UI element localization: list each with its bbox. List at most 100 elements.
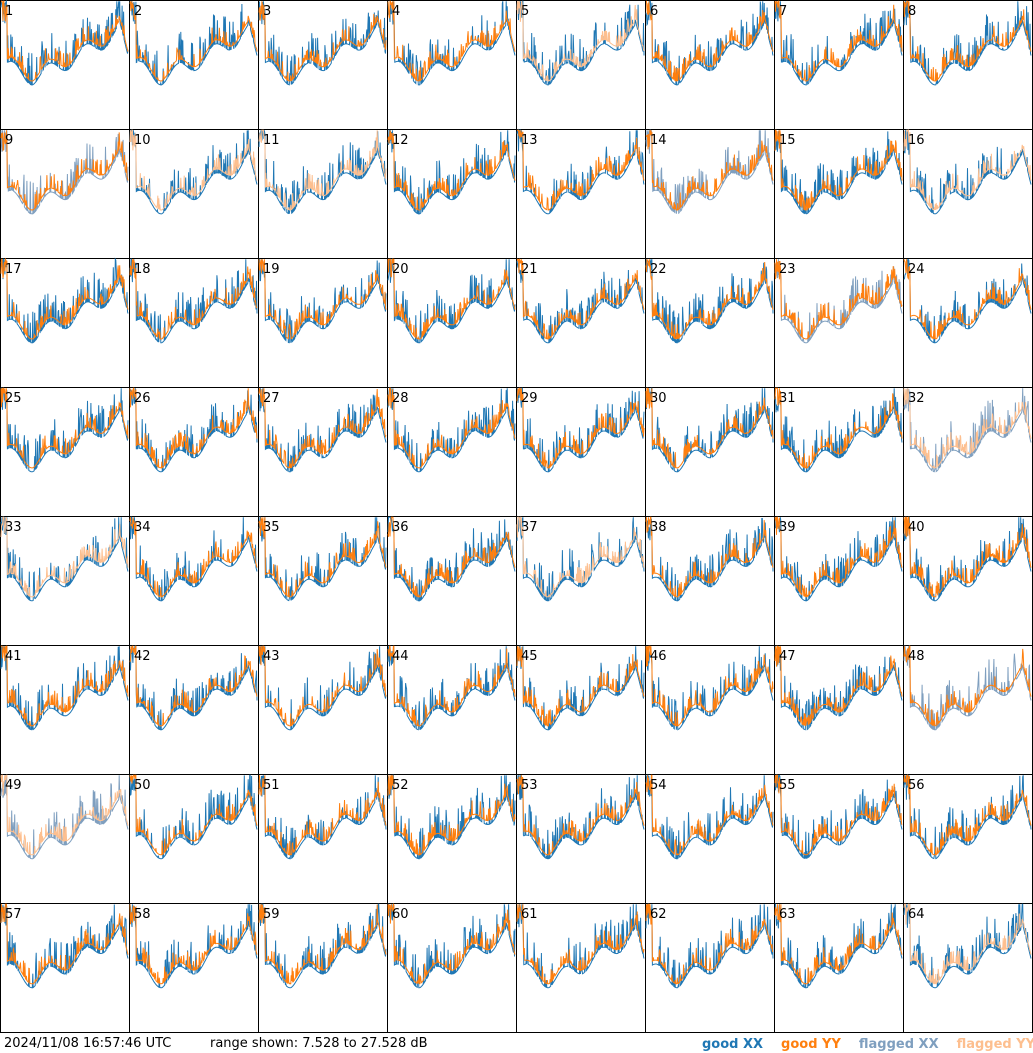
trace <box>0 775 129 860</box>
trace <box>0 516 129 602</box>
panel: 55 <box>774 774 904 904</box>
panel-label: 61 <box>521 907 538 922</box>
trace <box>774 645 903 726</box>
trace <box>387 130 516 211</box>
panel-label: 17 <box>5 262 22 277</box>
trace <box>258 517 387 598</box>
panel-frame <box>387 903 517 1033</box>
panel: 27 <box>258 387 388 517</box>
panel: 38 <box>645 516 775 646</box>
panel-label: 33 <box>5 520 22 535</box>
trace <box>646 0 774 82</box>
trace <box>774 516 903 598</box>
trace <box>903 0 1032 82</box>
panel: 17 <box>0 257 130 388</box>
panel-label: 22 <box>650 262 667 277</box>
trace <box>774 774 903 860</box>
panel: 53 <box>516 774 646 904</box>
trace <box>1 645 129 727</box>
trace <box>645 0 774 86</box>
trace <box>774 259 903 344</box>
trace <box>774 131 903 215</box>
panel: 36 <box>387 516 517 646</box>
trace <box>0 516 129 598</box>
trace <box>903 388 1032 469</box>
trace <box>1 0 129 82</box>
panel-label: 11 <box>263 133 280 148</box>
trace <box>129 387 258 469</box>
trace <box>517 129 645 211</box>
trace <box>774 904 903 985</box>
panel-label: 26 <box>134 391 151 406</box>
panel-label: 53 <box>521 778 538 793</box>
range-text: range shown: 7.528 to 27.528 dB <box>210 1036 428 1051</box>
trace <box>903 129 1032 215</box>
trace <box>774 129 903 211</box>
legend-entry: flagged YY <box>957 1037 1033 1052</box>
trace <box>129 645 258 727</box>
panel-frame <box>645 645 775 775</box>
panel-label: 29 <box>521 391 538 406</box>
trace <box>387 516 516 598</box>
trace <box>645 130 774 211</box>
panel-label: 18 <box>134 262 151 277</box>
panel: 41 <box>0 645 130 775</box>
panel-label: 40 <box>908 520 925 535</box>
panel: 58 <box>129 903 259 1033</box>
panel: 3 <box>258 0 388 130</box>
trace <box>517 258 645 340</box>
trace <box>774 387 903 469</box>
panel-label: 47 <box>779 649 796 664</box>
panel-label: 5 <box>521 4 529 19</box>
legend-entry: flagged XX <box>859 1037 939 1052</box>
panel: 50 <box>129 774 259 904</box>
trace <box>903 128 1032 211</box>
trace <box>258 129 387 211</box>
panel-label: 30 <box>650 391 667 406</box>
panel-label: 46 <box>650 649 667 664</box>
trace <box>129 1 258 86</box>
panel-label: 2 <box>134 4 142 19</box>
panel: 54 <box>645 774 775 904</box>
trace <box>0 387 129 473</box>
panel: 42 <box>129 645 259 775</box>
panel-label: 36 <box>392 520 409 535</box>
trace <box>258 646 387 731</box>
panel: 8 <box>903 0 1033 130</box>
trace <box>0 387 129 469</box>
trace <box>129 904 258 989</box>
trace <box>129 1 258 82</box>
panel: 23 <box>774 258 904 388</box>
trace <box>387 0 516 82</box>
trace <box>645 259 774 340</box>
trace <box>903 903 1032 985</box>
panel: 31 <box>774 387 904 517</box>
trace <box>774 646 903 731</box>
panel: 16 <box>903 128 1033 259</box>
panel: 34 <box>129 516 259 646</box>
panel: 10 <box>129 129 259 259</box>
trace <box>387 258 516 340</box>
panel-label: 45 <box>521 649 538 664</box>
panel-label: 64 <box>908 907 925 922</box>
trace <box>387 258 516 344</box>
trace <box>0 903 129 985</box>
trace <box>258 388 387 469</box>
trace <box>129 516 258 602</box>
legend-entry: good XX <box>702 1037 763 1052</box>
panel-label: 37 <box>521 520 538 535</box>
trace <box>645 387 774 469</box>
panel: 11 <box>258 129 388 259</box>
trace <box>516 775 645 856</box>
trace <box>516 775 645 860</box>
panel: 57 <box>0 903 130 1033</box>
panel-label: 6 <box>650 4 658 19</box>
trace <box>0 904 129 989</box>
panel-label: 56 <box>908 778 925 793</box>
trace <box>774 517 903 602</box>
panel-label: 63 <box>779 907 796 922</box>
panel-label: 7 <box>779 4 787 19</box>
panel: 29 <box>516 387 646 517</box>
